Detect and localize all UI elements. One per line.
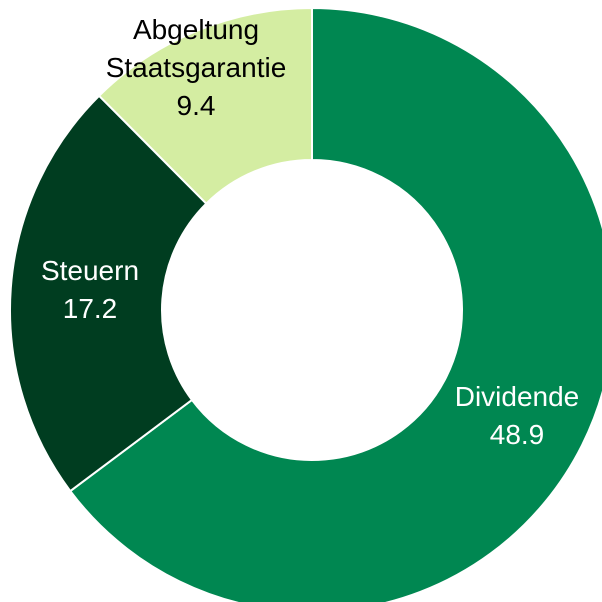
slice-label: Steuern 17.2: [15, 252, 165, 328]
slice-value: 17.2: [62, 293, 118, 324]
slice-name: Dividende: [454, 381, 580, 412]
slice-label: Abgeltung Staatsgarantie 9.4: [96, 11, 296, 125]
slice-name: Abgeltung Staatsgarantie: [105, 14, 287, 83]
donut-slice: [9, 94, 208, 493]
slice-label: Dividende 48.9: [417, 378, 602, 454]
slice-name: Steuern: [40, 255, 140, 286]
slice-value: 48.9: [489, 419, 545, 450]
donut-slice: [97, 6, 313, 206]
donut-slice: [68, 6, 602, 602]
slice-value: 9.4: [176, 90, 216, 121]
